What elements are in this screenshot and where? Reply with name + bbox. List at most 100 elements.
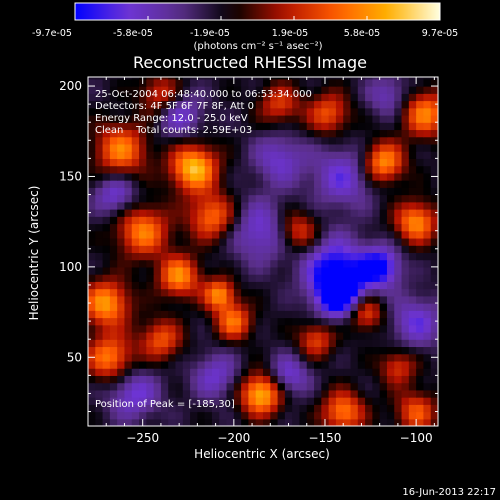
- heatmap-cell: [109, 310, 118, 319]
- heatmap-cell: [109, 201, 118, 210]
- heatmap-cell: [197, 209, 206, 217]
- heatmap-cell: [350, 143, 359, 152]
- heatmap-cell: [204, 86, 213, 94]
- heatmap-cell: [197, 151, 206, 159]
- heatmap-cell: [365, 122, 373, 131]
- heatmap-cell: [314, 382, 322, 391]
- heatmap-cell: [146, 165, 155, 174]
- heatmap-cell: [175, 295, 184, 304]
- heatmap-cell: [95, 346, 104, 355]
- heatmap-cell: [423, 172, 432, 181]
- heatmap-cell: [379, 230, 388, 239]
- heatmap-cell: [284, 389, 293, 398]
- heatmap-cell: [292, 129, 301, 138]
- heatmap-cell: [365, 411, 373, 420]
- heatmap-cell: [408, 223, 417, 232]
- heatmap-cell: [365, 317, 373, 326]
- x-tick-label: −150: [308, 431, 341, 445]
- heatmap-cell: [146, 317, 155, 326]
- heatmap-cell: [386, 252, 395, 261]
- heatmap-cell: [95, 86, 104, 94]
- heatmap-cell: [88, 129, 96, 138]
- heatmap-cell: [190, 93, 198, 102]
- heatmap-cell: [408, 418, 417, 426]
- heatmap-cell: [372, 331, 381, 340]
- heatmap-cell: [117, 122, 126, 131]
- heatmap-cell: [139, 114, 147, 123]
- heatmap-cell: [299, 78, 308, 87]
- heatmap-cell: [372, 78, 381, 87]
- heatmap-cell: [255, 375, 264, 384]
- heatmap-cell: [299, 180, 308, 188]
- heatmap-cell: [292, 77, 301, 80]
- heatmap-cell: [343, 107, 352, 116]
- heatmap-cell: [284, 382, 293, 391]
- heatmap-cell: [430, 295, 438, 304]
- heatmap-cell: [241, 201, 250, 210]
- heatmap-cell: [219, 368, 228, 376]
- heatmap-cell: [408, 397, 417, 405]
- heatmap-cell: [175, 324, 184, 333]
- heatmap-cell: [219, 288, 228, 297]
- heatmap-cell: [219, 274, 228, 282]
- x-axis-label: Heliocentric X (arcsec): [194, 447, 330, 461]
- heatmap-cell: [416, 78, 425, 87]
- heatmap-cell: [394, 93, 403, 102]
- heatmap-cell: [248, 216, 257, 225]
- heatmap-cell: [175, 245, 184, 253]
- heatmap-cell: [306, 382, 315, 391]
- heatmap-cell: [95, 223, 104, 232]
- heatmap-cell: [117, 339, 126, 348]
- heatmap-cell: [416, 397, 425, 405]
- heatmap-cell: [197, 418, 206, 426]
- heatmap-cell: [168, 77, 177, 80]
- heatmap-cell: [211, 303, 220, 311]
- heatmap-cell: [226, 180, 235, 188]
- heatmap-cell: [379, 136, 388, 145]
- heatmap-cell: [124, 100, 133, 109]
- heatmap-cell: [182, 274, 191, 282]
- heatmap-cell: [270, 324, 279, 333]
- heatmap-cell: [182, 136, 191, 145]
- heatmap-cell: [394, 274, 403, 282]
- heatmap-cell: [248, 303, 257, 311]
- heatmap-cell: [131, 288, 140, 297]
- heatmap-cell: [182, 237, 191, 246]
- heatmap-cell: [139, 288, 147, 297]
- heatmap-cell: [408, 360, 417, 369]
- heatmap-cell: [160, 93, 169, 102]
- heatmap-cell: [255, 223, 264, 232]
- heatmap-cell: [270, 100, 279, 109]
- heatmap-cell: [335, 274, 344, 282]
- heatmap-cell: [284, 143, 293, 152]
- heatmap-cell: [102, 114, 111, 123]
- heatmap-cell: [88, 389, 96, 398]
- heatmap-cell: [168, 187, 177, 196]
- heatmap-cell: [197, 346, 206, 355]
- heatmap-cell: [168, 129, 177, 138]
- heatmap-cell: [328, 382, 337, 391]
- heatmap-cell: [146, 230, 155, 239]
- heatmap-cell: [109, 281, 118, 290]
- heatmap-cell: [131, 266, 140, 275]
- heatmap-cell: [343, 331, 352, 340]
- heatmap-cell: [357, 339, 366, 348]
- heatmap-cell: [423, 288, 432, 297]
- heatmap-cell: [109, 266, 118, 275]
- heatmap-cell: [350, 346, 359, 355]
- heatmap-cell: [255, 143, 264, 152]
- heatmap-cell: [284, 187, 293, 196]
- heatmap-cell: [314, 339, 322, 348]
- heatmap-cell: [219, 346, 228, 355]
- heatmap-cell: [423, 187, 432, 196]
- heatmap-cell: [270, 86, 279, 94]
- heatmap-cell: [95, 360, 104, 369]
- heatmap-cell: [190, 136, 198, 145]
- heatmap-cell: [292, 310, 301, 319]
- heatmap-cell: [416, 310, 425, 319]
- heatmap-cell: [430, 136, 438, 145]
- heatmap-cell: [343, 201, 352, 210]
- heatmap-cell: [372, 389, 381, 398]
- heatmap-cell: [277, 382, 286, 391]
- heatmap-cell: [204, 274, 213, 282]
